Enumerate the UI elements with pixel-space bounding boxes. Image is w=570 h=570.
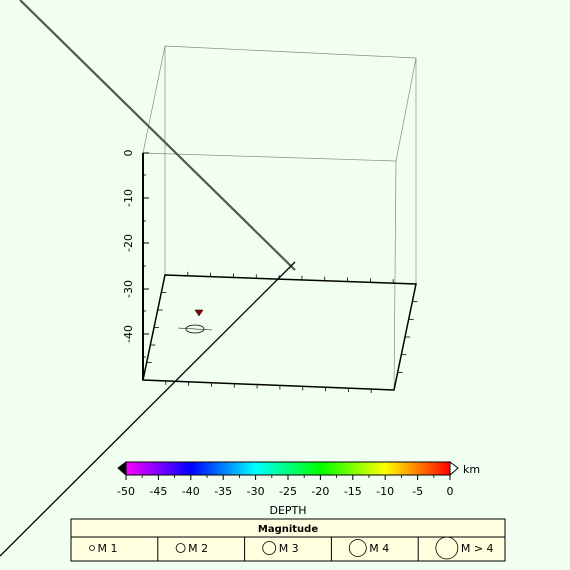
depth-axis: 0 -10 -20 -30 -40 [122, 150, 149, 380]
event-ellipse-marker [177, 324, 213, 334]
colorbar-tick-label: -50 [117, 485, 135, 498]
depth-tick-label: 0 [122, 150, 135, 157]
colorbar-tick-label: -30 [247, 485, 265, 498]
legend-magnitude-circle [175, 543, 186, 553]
colorbar-tick-label: -25 [279, 485, 297, 498]
depth-tick-label: -30 [122, 280, 135, 298]
depth-tick-label: -20 [122, 234, 135, 252]
colorbar-title: DEPTH [269, 504, 306, 517]
legend-item-label: M 1 [98, 542, 118, 555]
legend-item-label: M > 4 [461, 542, 494, 555]
depth-colorbar: -50 -45 -40 -35 -30 -25 -20 -15 -10 -5 0 km DEPTH [117, 461, 480, 517]
legend-magnitude-circle [435, 536, 459, 560]
colorbar-tick-label: 0 [447, 485, 454, 498]
colorbar-gradient [125, 461, 451, 476]
depth-tick-label: -10 [122, 189, 135, 207]
colorbar-tick-label: -15 [344, 485, 362, 498]
depth-tick-label: -40 [122, 325, 135, 343]
colorbar-tick-label: -45 [149, 485, 167, 498]
magnitude-legend: Magnitude M 1 M 2 M 3 M 4 M > 4 [70, 518, 506, 562]
map-plane [142, 271, 418, 394]
colorbar-tick-label: -5 [412, 485, 423, 498]
wireframe-box [142, 45, 417, 391]
legend-item-label: M 3 [279, 542, 299, 555]
cross-section-line [19, 0, 296, 271]
fault-trace-line [0, 261, 296, 557]
colorbar-tick-label: -35 [214, 485, 232, 498]
legend-magnitude-circle [348, 539, 367, 557]
legend-item-label: M 2 [188, 542, 208, 555]
colorbar-max-triangle [449, 461, 459, 477]
legend-magnitude-circle [89, 545, 95, 551]
colorbar-tick-label: -20 [311, 485, 329, 498]
colorbar-tick-label: -10 [376, 485, 394, 498]
colorbar-unit: km [463, 463, 480, 476]
colorbar-min-triangle [117, 461, 127, 477]
colorbar-tick-label: -40 [182, 485, 200, 498]
legend-magnitude-circle [262, 541, 277, 555]
legend-item-label: M 4 [369, 542, 389, 555]
station-triangle-marker [194, 309, 204, 317]
legend-title: Magnitude [258, 524, 318, 535]
